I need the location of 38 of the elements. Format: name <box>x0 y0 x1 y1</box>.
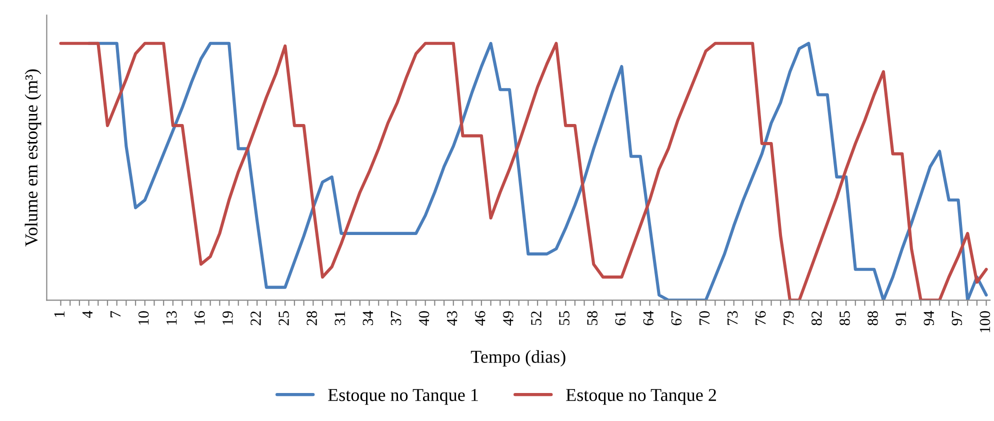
x-tick-label: 82 <box>812 311 822 326</box>
x-tick-label: 13 <box>166 311 177 325</box>
x-tick-label: 52 <box>531 311 542 325</box>
x-tick-label: 19 <box>222 311 233 325</box>
x-tick-label: 25 <box>278 311 289 326</box>
x-tick-label: 43 <box>446 311 458 326</box>
x-tick-label: 16 <box>194 311 205 325</box>
x-tick-label: 55 <box>559 311 570 325</box>
x-tick-label: 34 <box>362 310 374 326</box>
x-tick-label: 22 <box>250 311 261 326</box>
x-tick-label: 61 <box>615 312 626 326</box>
x-tick-label: 4 <box>82 310 92 318</box>
x-tick-label: 31 <box>334 312 346 326</box>
x-tick-label: 58 <box>587 311 598 325</box>
x-tick-label: 40 <box>418 311 430 326</box>
x-tick-label: 70 <box>699 311 710 325</box>
x-tick-label: 88 <box>868 311 878 326</box>
x-tick-label: 67 <box>671 311 682 326</box>
x-tick-label: 37 <box>390 311 402 326</box>
x-tick-label: 28 <box>306 311 317 326</box>
x-tick-label: 79 <box>784 311 794 325</box>
x-tick-label: 46 <box>475 311 486 326</box>
legend-label: Estoque no Tanque 2 <box>566 388 716 405</box>
legend-label: Estoque no Tanque 1 <box>328 388 478 405</box>
y-axis-title: Volume em estoque (m³) <box>24 69 42 247</box>
x-tick-label: 100 <box>980 311 990 332</box>
x-tick-label: 85 <box>840 311 850 326</box>
x-tick-label: 49 <box>503 311 514 326</box>
x-tick-label: 91 <box>896 312 906 326</box>
x-tick-label: 7 <box>110 311 121 318</box>
x-tick-label: 73 <box>727 311 738 325</box>
x-tick-label: 94 <box>924 310 934 326</box>
x-tick-label: 10 <box>138 311 149 325</box>
x-axis-title: Tempo (dias) <box>470 350 566 367</box>
x-tick-label: 64 <box>643 310 654 326</box>
x-tick-label: 76 <box>755 311 766 325</box>
x-tick-label: 1 <box>54 312 64 317</box>
x-tick-label: 97 <box>952 311 962 326</box>
